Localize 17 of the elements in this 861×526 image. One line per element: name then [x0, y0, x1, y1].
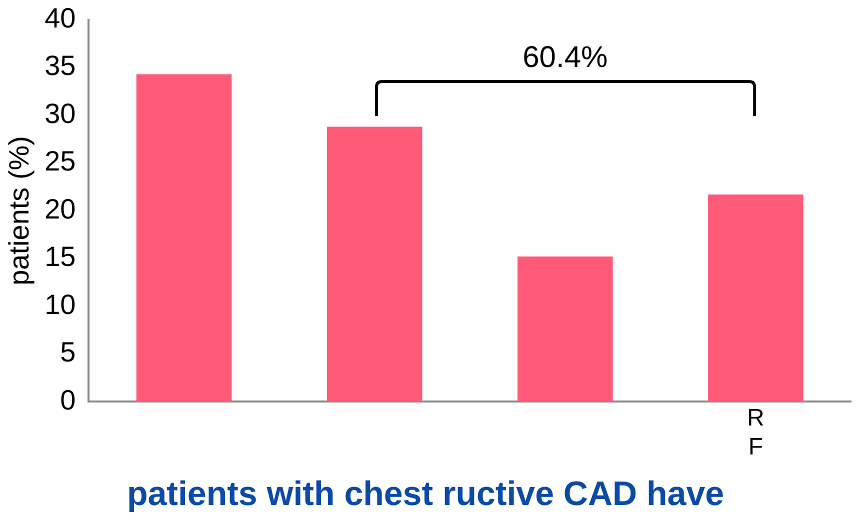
y-tick-label: 0	[60, 384, 76, 416]
y-axis-title: patients (%)	[4, 136, 35, 286]
y-tick-label: 15	[44, 241, 76, 272]
x-tick-label: R F	[747, 404, 764, 460]
bar	[708, 194, 804, 402]
y-tick-label: 30	[44, 98, 76, 129]
bar	[136, 74, 232, 402]
y-tick-label: 5	[60, 336, 76, 368]
annotation: 60.4%	[522, 41, 608, 74]
y-tick-label: 40	[44, 2, 76, 34]
y-tick-label: 35	[44, 50, 76, 82]
bar	[518, 256, 613, 402]
bar	[326, 126, 422, 402]
y-tick-label: 10	[44, 288, 76, 320]
text: patients with chest ructive CAD have	[126, 474, 724, 513]
y-tick-label: 25	[44, 146, 76, 177]
y-tick-label: 20	[44, 193, 76, 224]
